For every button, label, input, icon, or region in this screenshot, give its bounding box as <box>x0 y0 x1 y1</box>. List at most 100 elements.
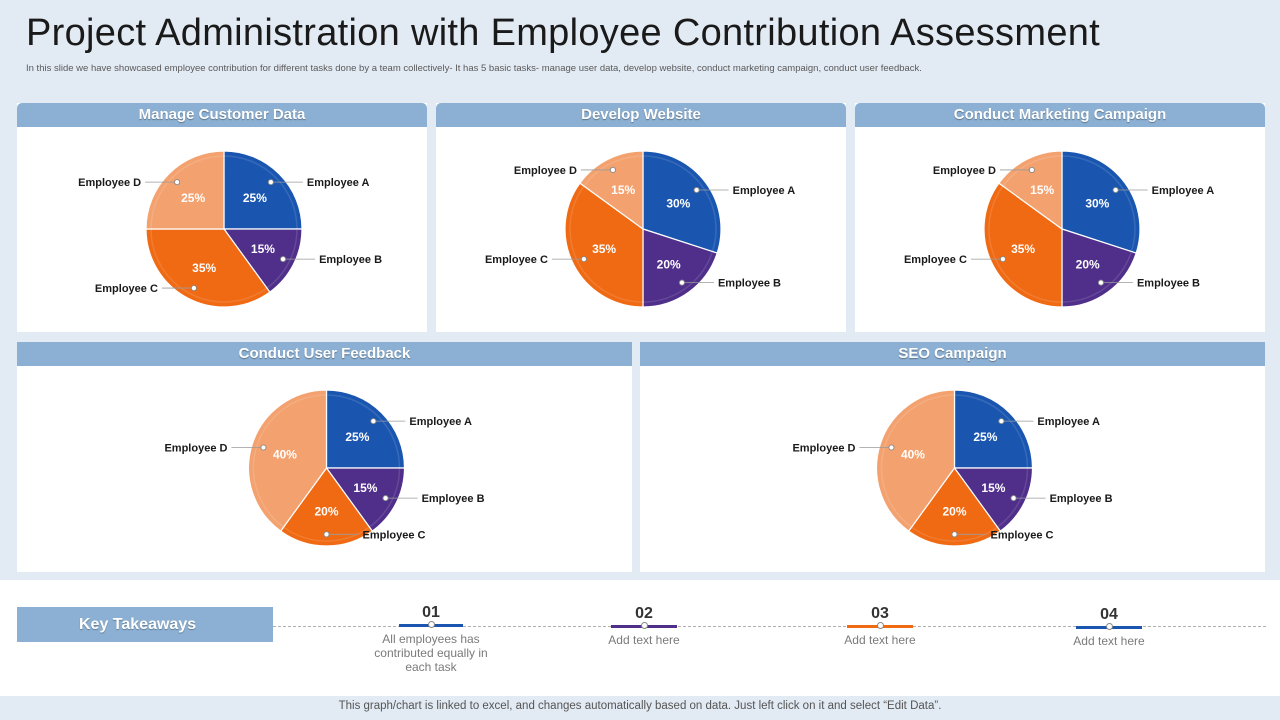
pie-slice-employee-b[interactable] <box>325 467 406 532</box>
pie-slice-highlight <box>252 394 327 528</box>
step-text: All employees has contributed equally in… <box>374 632 488 674</box>
takeaway-step-03: 03 Add text here <box>820 605 940 647</box>
pie-leader-dot <box>1097 279 1105 286</box>
pie-slice-employee-d[interactable] <box>579 150 644 231</box>
pie-slice-employee-a[interactable] <box>1061 150 1141 254</box>
pie-value-label-employee-b: 15% <box>251 242 275 256</box>
step-text: Add text here <box>844 633 916 647</box>
pie-slice-employee-c[interactable] <box>279 466 374 547</box>
pie-leader-dot <box>190 285 197 292</box>
pie-leader-dot <box>693 186 700 194</box>
step-bar <box>611 622 677 629</box>
takeaway-step-04: 04 Add text here <box>1049 606 1169 648</box>
pie-category-label-employee-b: Employee B <box>319 254 382 266</box>
pie-slice-highlight <box>150 228 268 303</box>
pie-value-label-employee-a: 30% <box>1085 196 1109 210</box>
pie-value-label-employee-d: 40% <box>273 448 297 462</box>
pie-category-label-employee-b: Employee B <box>422 493 485 505</box>
pie-slice-employee-b[interactable] <box>953 467 1034 532</box>
pie-slice-employee-a[interactable] <box>223 150 303 230</box>
pie-slice-employee-a[interactable] <box>325 389 406 469</box>
pie-category-label-employee-c: Employee C <box>363 529 426 541</box>
pie-leader-dot <box>998 418 1005 425</box>
pie-slice-employee-d[interactable] <box>875 389 956 532</box>
pie-value-label-employee-b: 20% <box>657 257 681 271</box>
pie-category-label-employee-b: Employee B <box>718 278 781 290</box>
pie-slice-highlight <box>642 155 717 252</box>
key-takeaways-label: Key Takeaways <box>17 607 273 642</box>
step-bar <box>1076 623 1142 630</box>
pie-category-label-employee-d: Employee D <box>792 443 855 455</box>
pie-leader-dot <box>260 444 267 451</box>
pie-leader-dot <box>370 418 377 425</box>
pie-leader-dot <box>280 256 287 263</box>
pie-slice-highlight <box>150 155 225 230</box>
pie-category-label-employee-a: Employee A <box>307 177 370 189</box>
page-subtitle: In this slide we have showcased employee… <box>26 63 922 74</box>
pie-category-label-employee-c: Employee C <box>991 529 1054 541</box>
pie-slice-highlight <box>880 394 955 528</box>
panel-header-develop-website: Develop Website <box>436 103 846 127</box>
pie-category-label-employee-a: Employee A <box>1152 185 1215 197</box>
pie-slice-highlight <box>583 155 644 187</box>
footer-note: This graph/chart is linked to excel, and… <box>338 700 942 712</box>
pie-value-label-employee-c: 20% <box>942 505 966 519</box>
pie-value-label-employee-d: 40% <box>901 448 925 462</box>
step-dot <box>1105 623 1113 630</box>
pie-leader-dot <box>382 495 389 502</box>
panel-header-seo-campaign: SEO Campaign <box>640 342 1265 366</box>
pie-category-label-employee-a: Employee A <box>1037 416 1100 428</box>
pie-category-label-employee-b: Employee B <box>1050 493 1113 505</box>
step-number: 03 <box>871 605 889 622</box>
pie-leader-dot <box>1010 495 1017 502</box>
pie-leader-dot <box>609 166 616 173</box>
pie-slice-employee-c[interactable] <box>983 182 1063 308</box>
pie-slice-employee-a[interactable] <box>642 150 722 254</box>
pie-slice-highlight <box>642 251 714 303</box>
pie-leader-dot <box>1028 166 1035 173</box>
step-text: Add text here <box>1073 634 1145 648</box>
pie-chart-conduct-marketing-campaign[interactable]: 30% Employee A 20% Employee B 35% Employee C 1… <box>855 127 1265 332</box>
step-dot <box>427 621 435 628</box>
page-title: Project Administration with Employee Con… <box>26 12 1101 54</box>
pie-slice-employee-c[interactable] <box>145 228 271 308</box>
pie-leader-dot <box>678 279 686 286</box>
pie-slice-highlight <box>326 394 401 469</box>
pie-slice-employee-c[interactable] <box>564 182 644 308</box>
pie-value-label-employee-c: 20% <box>314 505 338 519</box>
pie-leader-dot <box>999 256 1006 263</box>
pie-slice-employee-b[interactable] <box>642 228 718 308</box>
pie-slice-highlight <box>1061 155 1136 252</box>
pie-slice-highlight <box>996 467 1029 528</box>
pie-category-label-employee-d: Employee D <box>164 443 227 455</box>
step-number: 04 <box>1100 606 1118 623</box>
pie-slice-employee-b[interactable] <box>1061 228 1137 308</box>
takeaway-step-02: 02 Add text here <box>584 605 704 647</box>
pie-slice-employee-d[interactable] <box>247 389 328 532</box>
pie-value-label-employee-d: 15% <box>611 183 635 197</box>
pie-leader-dot <box>323 531 330 538</box>
pie-chart-develop-website[interactable]: 30% Employee A 20% Employee B 35% Employee C 1… <box>436 127 846 332</box>
pie-value-label-employee-c: 35% <box>592 242 616 256</box>
pie-slice-employee-d[interactable] <box>145 150 225 230</box>
pie-slice-employee-b[interactable] <box>222 228 303 293</box>
pie-chart-seo-campaign[interactable]: 25% Employee A 15% Employee B 20% Employee C 4… <box>640 366 1265 572</box>
pie-slice-employee-d[interactable] <box>998 150 1063 231</box>
pie-value-label-employee-d: 25% <box>181 191 205 205</box>
pie-category-label-employee-d: Employee D <box>514 165 577 177</box>
pie-chart-conduct-user-feedback[interactable]: 25% Employee A 15% Employee B 20% Employee C 4… <box>17 366 632 572</box>
pie-slice-highlight <box>911 526 998 542</box>
pie-leader-dot <box>580 256 587 263</box>
panel-header-conduct-user-feedback: Conduct User Feedback <box>17 342 632 366</box>
pie-chart-manage-customer-data[interactable]: 25% Employee A 15% Employee B 35% Employee C 2… <box>17 127 427 332</box>
pie-category-label-employee-d: Employee D <box>78 177 141 189</box>
pie-svg: 30% Employee A 20% Employee B 35% Employee C 1… <box>904 150 1215 308</box>
pie-value-label-employee-b: 15% <box>353 481 377 495</box>
pie-value-label-employee-c: 35% <box>192 261 216 275</box>
pie-slice-highlight <box>988 185 1063 303</box>
pie-category-label-employee-c: Employee C <box>485 254 548 266</box>
pie-slice-employee-c[interactable] <box>907 466 1002 547</box>
pie-leader-dot <box>951 531 958 538</box>
panel-header-conduct-marketing-campaign: Conduct Marketing Campaign <box>855 103 1265 127</box>
pie-slice-employee-a[interactable] <box>953 389 1034 469</box>
